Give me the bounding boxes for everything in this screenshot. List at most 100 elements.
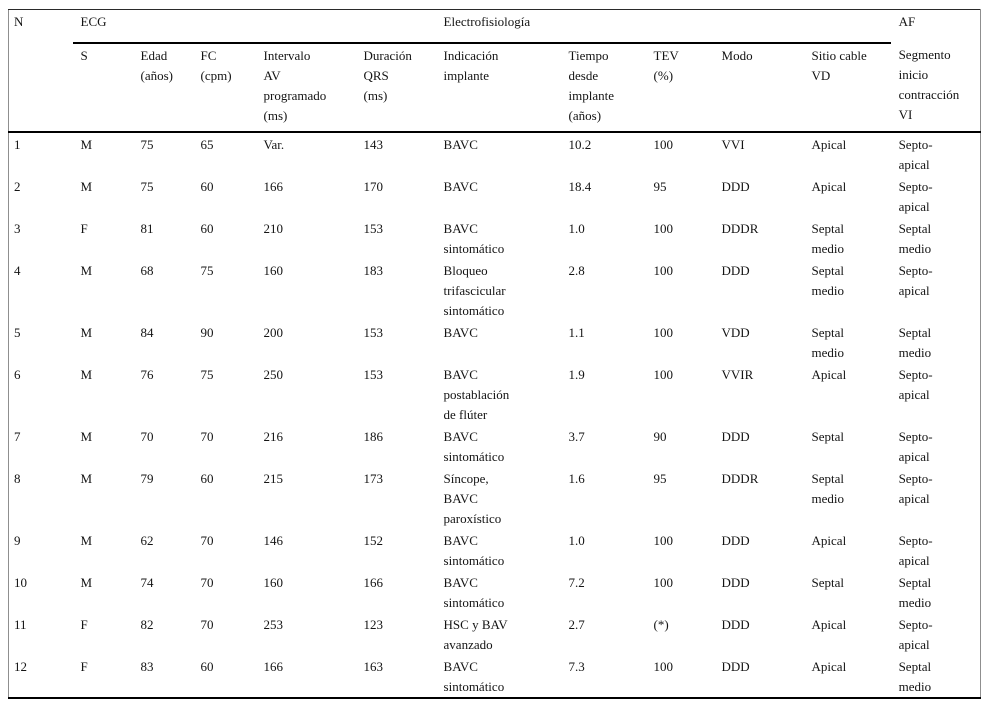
table-cell: Septal medio bbox=[811, 220, 845, 256]
table-cell: Septal medio bbox=[811, 262, 845, 298]
table-row: 6 M 76 75 250 153 BAVC postablación de flúter 1… bbox=[9, 363, 981, 425]
column-header-sitio: Sitio cable VD bbox=[803, 42, 891, 133]
table-cell: 6 bbox=[14, 366, 21, 382]
table-cell: 81 bbox=[140, 220, 154, 236]
table-cell: BAVC sintomático bbox=[443, 428, 505, 464]
table-cell: 200 bbox=[263, 324, 284, 340]
table-cell: 160 bbox=[263, 574, 284, 590]
table-cell: 18.4 bbox=[568, 178, 592, 194]
table-cell: M bbox=[80, 262, 93, 278]
table-cell: M bbox=[80, 324, 93, 340]
table-cell: 1.0 bbox=[568, 532, 585, 548]
table-cell: VDD bbox=[721, 324, 750, 340]
table-cell: Septal medio bbox=[898, 574, 932, 610]
table-cell: 12 bbox=[14, 658, 27, 674]
table-cell: Septo- apical bbox=[898, 616, 933, 652]
table-cell: 90 bbox=[200, 324, 214, 340]
table-cell: 60 bbox=[200, 470, 214, 486]
table-cell: 183 bbox=[363, 262, 384, 278]
table-cell: 1.6 bbox=[568, 470, 585, 486]
column-header-edad: Edad (años) bbox=[132, 42, 193, 133]
table-cell: 70 bbox=[200, 574, 214, 590]
table-cell: 163 bbox=[363, 658, 384, 674]
table-cell: Septal medio bbox=[898, 658, 932, 694]
table-cell: BAVC sintomático bbox=[443, 574, 505, 610]
group-header-electrofisiologia: Electrofisiología bbox=[435, 9, 891, 44]
group-header-row: N ECG Electrofisiología AF bbox=[8, 9, 981, 133]
table-cell: 65 bbox=[200, 136, 214, 152]
table-cell: DDD bbox=[721, 532, 750, 548]
table-cell: 7 bbox=[14, 428, 21, 444]
column-header-tev: TEV (%) bbox=[645, 42, 714, 133]
table-cell: M bbox=[80, 136, 93, 152]
paper-table-page: N ECG Electrofisiología AF S Edad (años)… bbox=[0, 9, 992, 717]
table-body: 1 M 75 65 Var. 143 BAVC 10.2 100 VVI Apical Septo- … bbox=[9, 132, 981, 698]
table-cell: Septal medio bbox=[898, 324, 932, 360]
table-cell: 79 bbox=[140, 470, 154, 486]
table-cell: 76 bbox=[140, 366, 154, 382]
table-cell: BAVC sintomático bbox=[443, 220, 505, 256]
column-header-n: N bbox=[8, 9, 73, 133]
table-cell: 60 bbox=[200, 178, 214, 194]
table-cell: 2.8 bbox=[568, 262, 585, 278]
table-cell: 68 bbox=[140, 262, 154, 278]
table-cell: 3 bbox=[14, 220, 21, 236]
table-cell: 100 bbox=[653, 574, 674, 590]
table-cell: 83 bbox=[140, 658, 154, 674]
table-cell: 7.3 bbox=[568, 658, 585, 674]
table-cell: 123 bbox=[363, 616, 384, 632]
table-row: 9 M 62 70 146 152 BAVC sintomático 1.0 100 DDD Api… bbox=[9, 529, 981, 571]
table-cell: 70 bbox=[200, 428, 214, 444]
table-cell: 166 bbox=[263, 658, 284, 674]
table-cell: 152 bbox=[363, 532, 384, 548]
table-row: 1 M 75 65 Var. 143 BAVC 10.2 100 VVI Apical Septo- … bbox=[9, 132, 981, 175]
table-cell: M bbox=[80, 532, 93, 548]
table-cell: 3.7 bbox=[568, 428, 585, 444]
table-cell: Bloqueo trifascicular sintomático bbox=[443, 262, 506, 318]
table-row: 3 F 81 60 210 153 BAVC sintomático 1.0 100 DDDR Se… bbox=[9, 217, 981, 259]
table-cell: 166 bbox=[263, 178, 284, 194]
table-cell: 5 bbox=[14, 324, 21, 340]
table-cell: Septo- apical bbox=[898, 136, 933, 172]
table-cell: 1.9 bbox=[568, 366, 585, 382]
table-cell: 173 bbox=[363, 470, 384, 486]
table-cell: (*) bbox=[653, 616, 669, 632]
table-cell: 95 bbox=[653, 178, 667, 194]
table-cell: Síncope, BAVC paroxístico bbox=[443, 470, 502, 526]
table-row: 8 M 79 60 215 173 Síncope, BAVC paroxístico 1.6… bbox=[9, 467, 981, 529]
table-cell: 100 bbox=[653, 658, 674, 674]
table-row: 11 F 82 70 253 123 HSC y BAV avanzado 2.7 (*) DDD… bbox=[9, 613, 981, 655]
table-cell: DDDR bbox=[721, 470, 759, 486]
column-header-duracion: Duración QRS (ms) bbox=[355, 42, 436, 133]
table-cell: 100 bbox=[653, 532, 674, 548]
table-cell: 75 bbox=[140, 178, 154, 194]
table-cell: BAVC bbox=[443, 324, 478, 340]
table-cell: 253 bbox=[263, 616, 284, 632]
table-cell: 1.1 bbox=[568, 324, 585, 340]
table-cell: M bbox=[80, 428, 93, 444]
table-cell: Septo- apical bbox=[898, 178, 933, 214]
table-cell: Septal medio bbox=[811, 470, 845, 506]
table-cell: HSC y BAV avanzado bbox=[443, 616, 508, 652]
table-cell: 4 bbox=[14, 262, 21, 278]
table-cell: VVI bbox=[721, 136, 745, 152]
table-cell: DDD bbox=[721, 428, 750, 444]
table-cell: 215 bbox=[263, 470, 284, 486]
table-row: 4 M 68 75 160 183 Bloqueo trifascicular sintom… bbox=[9, 259, 981, 321]
table-cell: F bbox=[80, 658, 88, 674]
table-cell: Septo- apical bbox=[898, 366, 933, 402]
column-header-row: S Edad (años) FC (cpm) Intervalo AV prog… bbox=[9, 42, 981, 133]
table-cell: Var. bbox=[263, 136, 285, 152]
table-cell: DDD bbox=[721, 262, 750, 278]
table-cell: 95 bbox=[653, 470, 667, 486]
table-cell: BAVC sintomático bbox=[443, 532, 505, 568]
table-cell: M bbox=[80, 574, 93, 590]
table-cell: BAVC sintomático bbox=[443, 658, 505, 694]
table-cell: 1 bbox=[14, 136, 21, 152]
table-cell: 2 bbox=[14, 178, 21, 194]
table-cell: 153 bbox=[363, 220, 384, 236]
group-header-af: AF bbox=[898, 14, 916, 29]
column-header-fc: FC (cpm) bbox=[192, 42, 256, 133]
table-cell: 60 bbox=[200, 658, 214, 674]
table-cell: 75 bbox=[200, 262, 214, 278]
